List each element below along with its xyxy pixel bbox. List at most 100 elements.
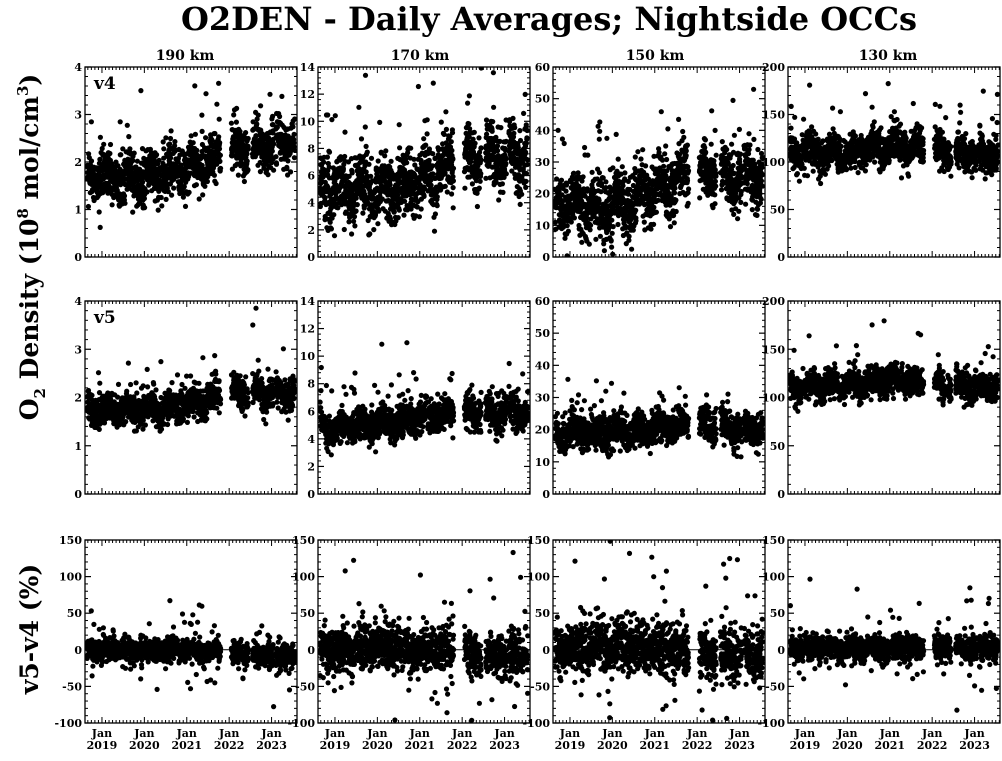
data-point	[203, 135, 209, 141]
data-point	[158, 194, 164, 201]
data-point	[595, 123, 601, 129]
data-point	[584, 215, 590, 221]
data-point	[411, 156, 417, 162]
data-point	[632, 166, 638, 172]
data-point	[395, 192, 401, 198]
data-point	[193, 182, 199, 188]
data-points	[553, 86, 765, 257]
data-point	[408, 145, 414, 151]
data-point	[156, 157, 162, 163]
data-point	[388, 158, 394, 164]
data-point	[668, 193, 674, 199]
data-point	[718, 187, 725, 193]
data-point	[804, 173, 811, 179]
data-point	[503, 171, 509, 177]
y-tick-label: 4	[74, 61, 82, 74]
data-point	[402, 198, 408, 204]
data-point	[443, 126, 449, 132]
data-point	[655, 197, 661, 203]
data-point	[562, 235, 568, 241]
data-point	[186, 189, 192, 195]
data-point	[335, 205, 341, 211]
data-point	[667, 224, 674, 230]
data-point	[731, 211, 737, 217]
data-point	[433, 184, 439, 190]
data-point	[387, 182, 393, 188]
data-point	[404, 160, 410, 166]
data-point	[622, 176, 628, 182]
data-point	[363, 169, 369, 175]
data-point	[245, 135, 251, 142]
data-point	[130, 209, 136, 215]
data-point	[398, 196, 404, 202]
data-point	[746, 147, 752, 153]
data-point	[354, 202, 360, 208]
data-point	[559, 136, 566, 142]
data-point	[199, 128, 205, 134]
data-point	[609, 244, 615, 250]
data-point	[697, 195, 703, 201]
data-point	[285, 158, 291, 164]
y-axis-label-density: O2 Density (108 mol/cm3)	[14, 74, 49, 421]
data-point	[346, 173, 352, 179]
y-tick-label: 0	[542, 251, 550, 264]
data-point	[466, 93, 472, 99]
data-point	[498, 125, 504, 131]
data-point	[729, 141, 735, 147]
data-point	[364, 149, 370, 155]
data-point	[724, 146, 730, 153]
data-point	[356, 104, 362, 110]
y-tick-label: 50	[535, 93, 551, 106]
data-point	[255, 112, 261, 118]
data-point	[712, 201, 718, 207]
panel-v4-190-km: 0 1 2 3 4 v4	[74, 61, 298, 264]
data-point	[625, 191, 632, 197]
data-point	[579, 239, 585, 245]
data-point	[449, 130, 456, 136]
data-point	[421, 136, 427, 142]
data-point	[575, 170, 581, 176]
data-point	[684, 178, 691, 184]
data-point	[154, 152, 160, 158]
data-point	[258, 103, 264, 109]
data-point	[160, 139, 166, 145]
data-point	[596, 170, 603, 176]
y-tick-label: 8	[307, 142, 315, 155]
data-point	[462, 185, 468, 191]
data-point	[564, 223, 570, 229]
data-point	[155, 207, 161, 213]
panel-v4-150-km: 0 10 20 30 40 50 60	[535, 61, 766, 264]
data-point	[379, 196, 385, 202]
data-point	[371, 227, 377, 233]
data-point	[182, 203, 189, 209]
data-point	[664, 156, 670, 163]
data-point	[673, 197, 679, 203]
data-point	[382, 153, 388, 159]
data-point	[97, 224, 103, 230]
data-point	[563, 188, 569, 194]
data-point	[271, 167, 277, 173]
data-point	[443, 109, 449, 115]
data-point	[746, 131, 752, 137]
data-point	[519, 191, 525, 197]
data-point	[512, 125, 518, 131]
data-point	[448, 139, 454, 145]
data-point	[683, 152, 689, 159]
data-point	[579, 178, 585, 184]
data-point	[672, 185, 678, 191]
data-point	[346, 219, 352, 225]
y-tick-label: 1	[74, 204, 82, 217]
data-point	[683, 148, 689, 154]
y-tick-label: 0	[74, 251, 82, 264]
data-point	[418, 206, 424, 212]
data-point	[234, 105, 240, 111]
data-point	[633, 207, 639, 213]
panels: 01234v4024681012140102030405060050100150…	[54, 61, 1001, 752]
data-point	[212, 130, 218, 137]
data-point	[97, 134, 103, 140]
data-point	[211, 172, 217, 178]
data-point	[661, 163, 667, 169]
data-point	[426, 157, 432, 163]
data-point	[375, 221, 381, 227]
data-point	[264, 167, 270, 173]
